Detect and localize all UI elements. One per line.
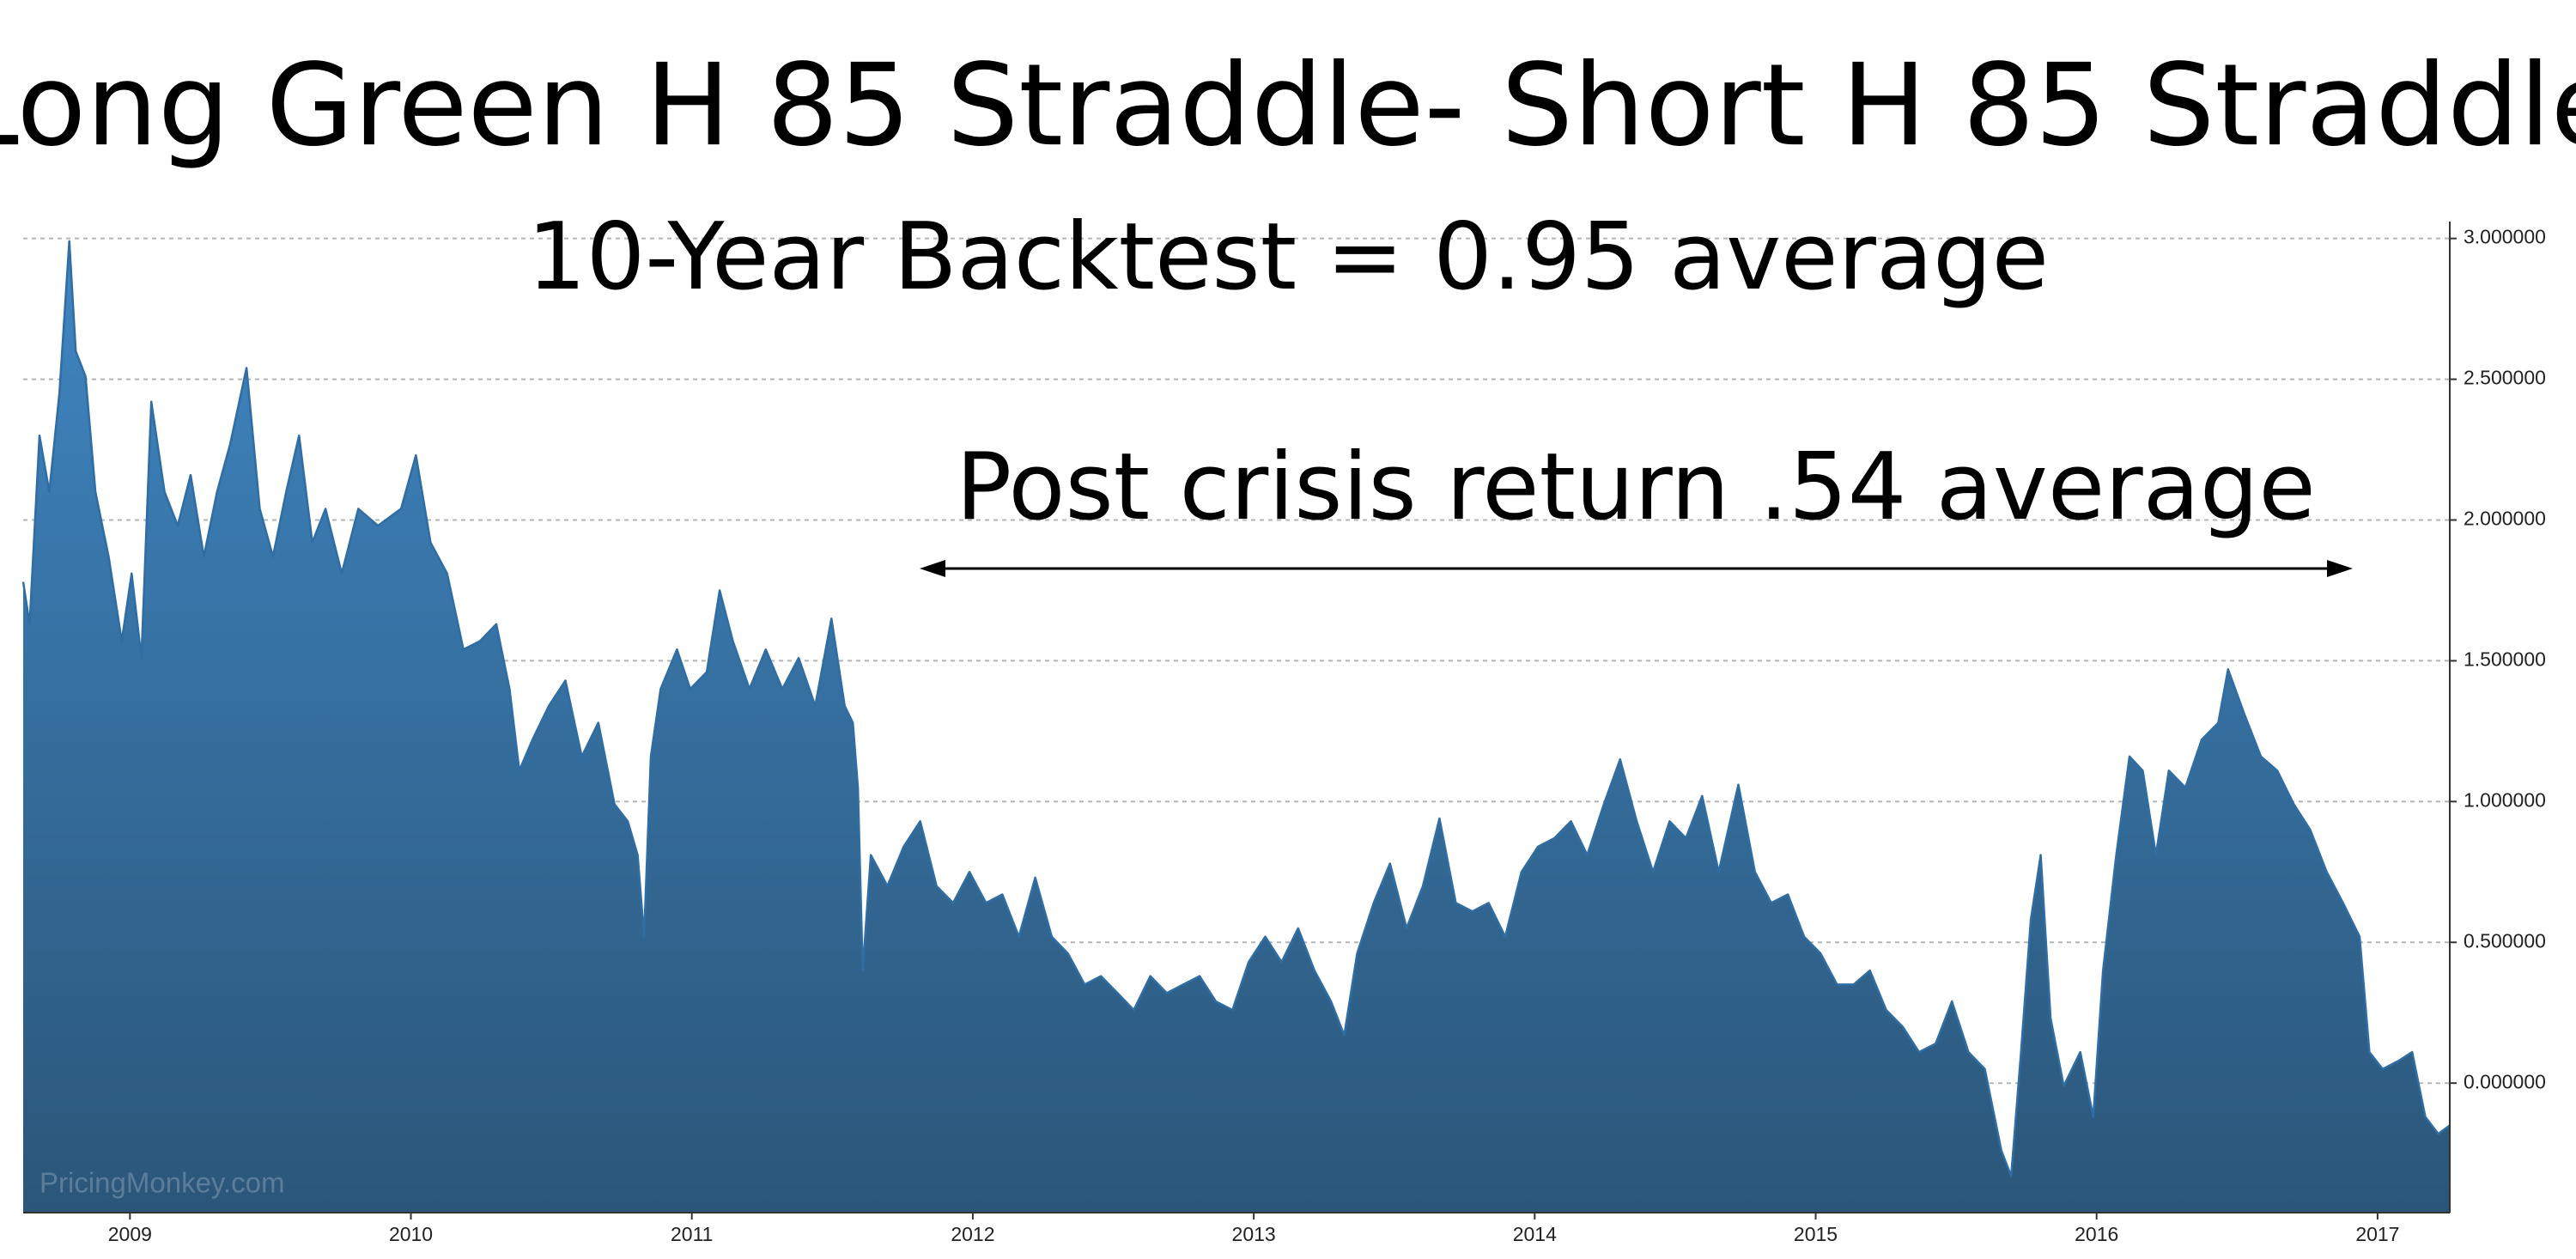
y-tick-label: 2.000000 [2464, 508, 2546, 530]
y-tick-label: 1.500000 [2464, 648, 2546, 671]
watermark: PricingMonkey.com [39, 1167, 284, 1199]
plot-area [21, 240, 2451, 1213]
x-tick-label: 2014 [1513, 1223, 1557, 1245]
x-tick-label: 2017 [2355, 1223, 2399, 1245]
x-tick-label: 2010 [389, 1223, 433, 1245]
y-tick-label: 3.000000 [2464, 226, 2546, 248]
annotation: Post crisis return .54 average [956, 434, 2316, 541]
x-tick-label: 2016 [2075, 1223, 2118, 1245]
y-tick-label: 1.000000 [2464, 788, 2546, 811]
annotation-arrow [920, 560, 2353, 577]
line [21, 240, 2451, 1177]
chart-subtitle: 10-Year Backtest = 0.95 average [527, 204, 2049, 311]
y-tick-label: 2.500000 [2464, 367, 2546, 389]
x-tick-label: 2015 [1794, 1223, 1838, 1245]
x-tick-label: 2011 [671, 1223, 713, 1245]
area [23, 240, 2450, 1213]
x-tick-label: 2012 [951, 1223, 994, 1245]
x-tick-label: 2013 [1232, 1223, 1276, 1245]
axes: 0.000000 0.500000 1.000000 1.500000 2.000000… [23, 222, 2546, 1245]
y-tick-label: 0.500000 [2464, 929, 2546, 952]
y-tick-label: 0.000000 [2464, 1070, 2546, 1092]
chart-title: Long Green H 85 Straddle- Short H 85 Str… [0, 40, 2576, 172]
x-tick-label: 2009 [108, 1223, 152, 1245]
